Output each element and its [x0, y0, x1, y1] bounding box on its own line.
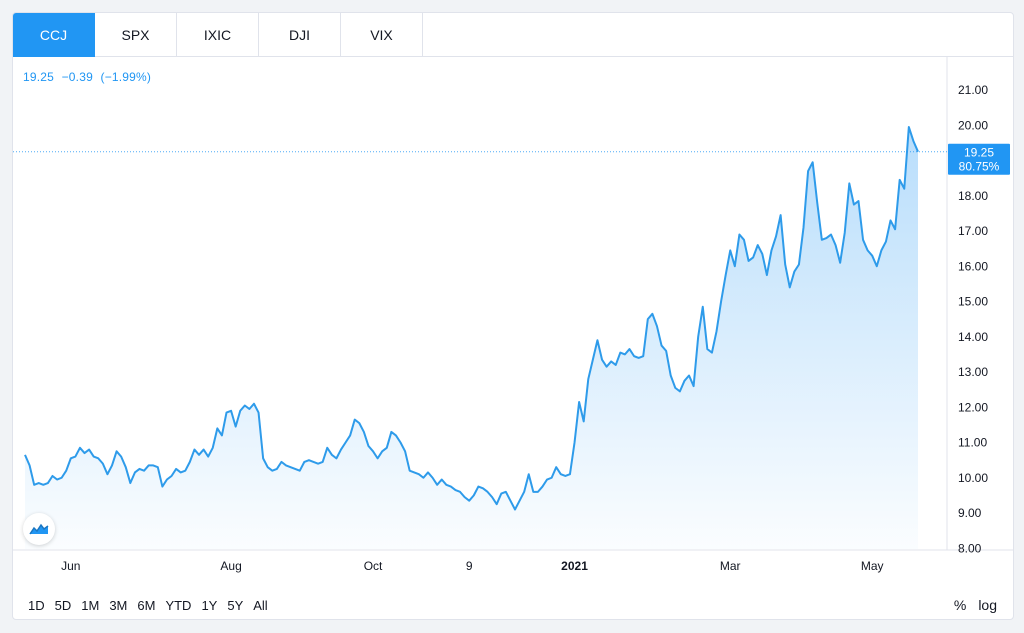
tab-ccj[interactable]: CCJ [13, 13, 95, 57]
x-tick-label: May [861, 559, 884, 573]
bottom-toolbar: 1D 5D 1M 3M 6M YTD 1Y 5Y All % log [13, 589, 1013, 619]
range-button-5y[interactable]: 5Y [227, 597, 244, 613]
x-tick-label: 2021 [561, 559, 588, 573]
tab-bar-divider [423, 56, 1013, 57]
percent-scale-button[interactable]: % [953, 597, 967, 613]
range-button-6m[interactable]: 6M [137, 597, 156, 613]
y-tick-label: 9.00 [958, 506, 982, 520]
tradingview-logo-icon[interactable] [23, 513, 55, 545]
range-button-1d[interactable]: 1D [28, 597, 45, 613]
range-button-5d[interactable]: 5D [54, 597, 72, 613]
y-tick-label: 16.00 [958, 259, 988, 273]
last-price-badge [948, 143, 1010, 175]
range-selector: 1D 5D 1M 3M 6M YTD 1Y 5Y All [23, 589, 273, 619]
y-tick-label: 14.00 [958, 330, 988, 344]
tab-dji[interactable]: DJI [259, 13, 341, 57]
y-tick-label: 8.00 [958, 541, 982, 555]
y-tick-label: 13.00 [958, 365, 988, 379]
scale-options: % log [948, 589, 1003, 619]
y-tick-label: 17.00 [958, 224, 988, 238]
logo-glyph-icon [29, 523, 49, 535]
y-tick-label: 11.00 [958, 436, 987, 450]
price-area-fill [25, 127, 918, 549]
price-legend: 19.25 −0.39 (−1.99%) [23, 70, 155, 84]
x-tick-label: 9 [466, 559, 473, 573]
y-tick-label: 18.00 [958, 189, 988, 203]
range-button-1y[interactable]: 1Y [201, 597, 218, 613]
y-tick-label: 20.00 [958, 118, 988, 132]
tab-ixic[interactable]: IXIC [177, 13, 259, 57]
y-tick-label: 12.00 [958, 400, 988, 414]
legend-change-pct: (−1.99%) [100, 70, 152, 84]
x-tick-label: Aug [220, 559, 241, 573]
last-price-percent: 80.75% [959, 160, 1000, 174]
range-button-ytd[interactable]: YTD [165, 597, 192, 613]
price-chart[interactable]: 21.0020.0019.0018.0017.0016.0015.0014.00… [13, 13, 1014, 589]
y-tick-label: 21.00 [958, 83, 988, 97]
x-tick-label: Jun [61, 559, 80, 573]
log-scale-button[interactable]: log [978, 597, 997, 613]
legend-price: 19.25 [23, 70, 55, 84]
y-tick-label: 15.00 [958, 295, 988, 309]
last-price-value: 19.25 [964, 146, 994, 160]
x-tick-label: Oct [364, 559, 383, 573]
tab-spx[interactable]: SPX [95, 13, 177, 57]
range-button-3m[interactable]: 3M [109, 597, 128, 613]
symbol-tabs: CCJ SPX IXIC DJI VIX [13, 13, 423, 57]
price-series-line [24, 126, 919, 511]
legend-change: −0.39 [61, 70, 93, 84]
x-tick-label: Mar [720, 559, 741, 573]
range-button-all[interactable]: All [253, 597, 268, 613]
tab-vix[interactable]: VIX [341, 13, 423, 57]
range-button-1m[interactable]: 1M [81, 597, 100, 613]
y-tick-label: 10.00 [958, 471, 988, 485]
